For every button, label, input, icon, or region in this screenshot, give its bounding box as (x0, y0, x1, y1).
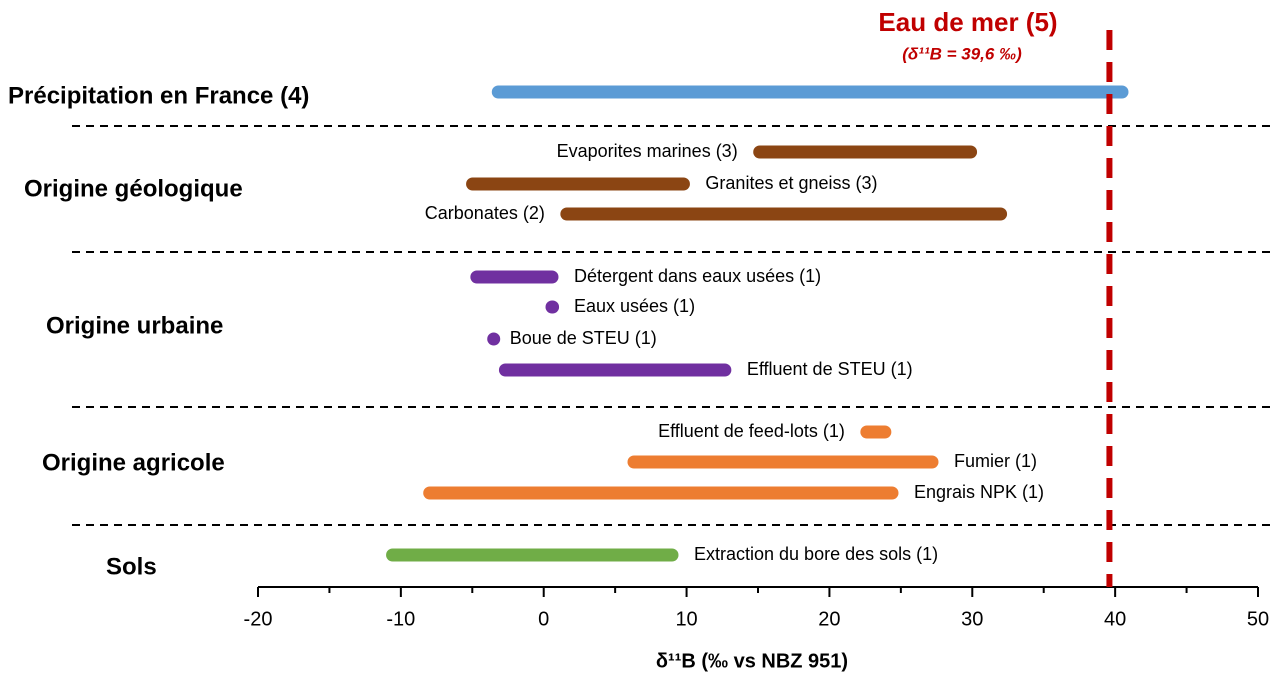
x-tick-label: 30 (961, 608, 983, 630)
bar-label: Effluent de STEU (1) (747, 359, 913, 379)
group-label: Sols (106, 553, 157, 580)
x-tick-label: 40 (1104, 608, 1126, 630)
x-tick-label: 10 (675, 608, 697, 630)
x-axis-label: δ¹¹B (‰ vs NBZ 951) (656, 650, 848, 672)
bar-label: Fumier (1) (954, 451, 1037, 471)
bar-label: Extraction du bore des sols (1) (694, 544, 938, 564)
group-label: Origine géologique (24, 175, 243, 202)
bar-label: Eaux usées (1) (574, 296, 695, 316)
group-label: Précipitation en France (4) (8, 82, 309, 109)
bar-label: Effluent de feed-lots (1) (658, 421, 845, 441)
bar-label: Granites et gneiss (3) (705, 173, 877, 193)
x-tick-label: -10 (386, 608, 415, 630)
bar-label: Evaporites marines (3) (557, 141, 738, 161)
bar-label: Carbonates (2) (425, 203, 545, 223)
bar-label: Boue de STEU (1) (510, 328, 657, 348)
group-label: Origine urbaine (46, 312, 223, 339)
reference-label: Eau de mer (5) (878, 7, 1057, 37)
reference-note: (δ¹¹B = 39,6 ‰) (902, 44, 1022, 63)
bar-label: Détergent dans eaux usées (1) (574, 266, 821, 286)
x-tick-label: 0 (538, 608, 549, 630)
x-tick-label: 50 (1247, 608, 1269, 630)
x-tick-label: 20 (818, 608, 840, 630)
bar-label: Engrais NPK (1) (914, 482, 1044, 502)
group-label: Origine agricole (42, 449, 225, 476)
x-tick-label: -20 (244, 608, 273, 630)
range-point (487, 332, 501, 346)
